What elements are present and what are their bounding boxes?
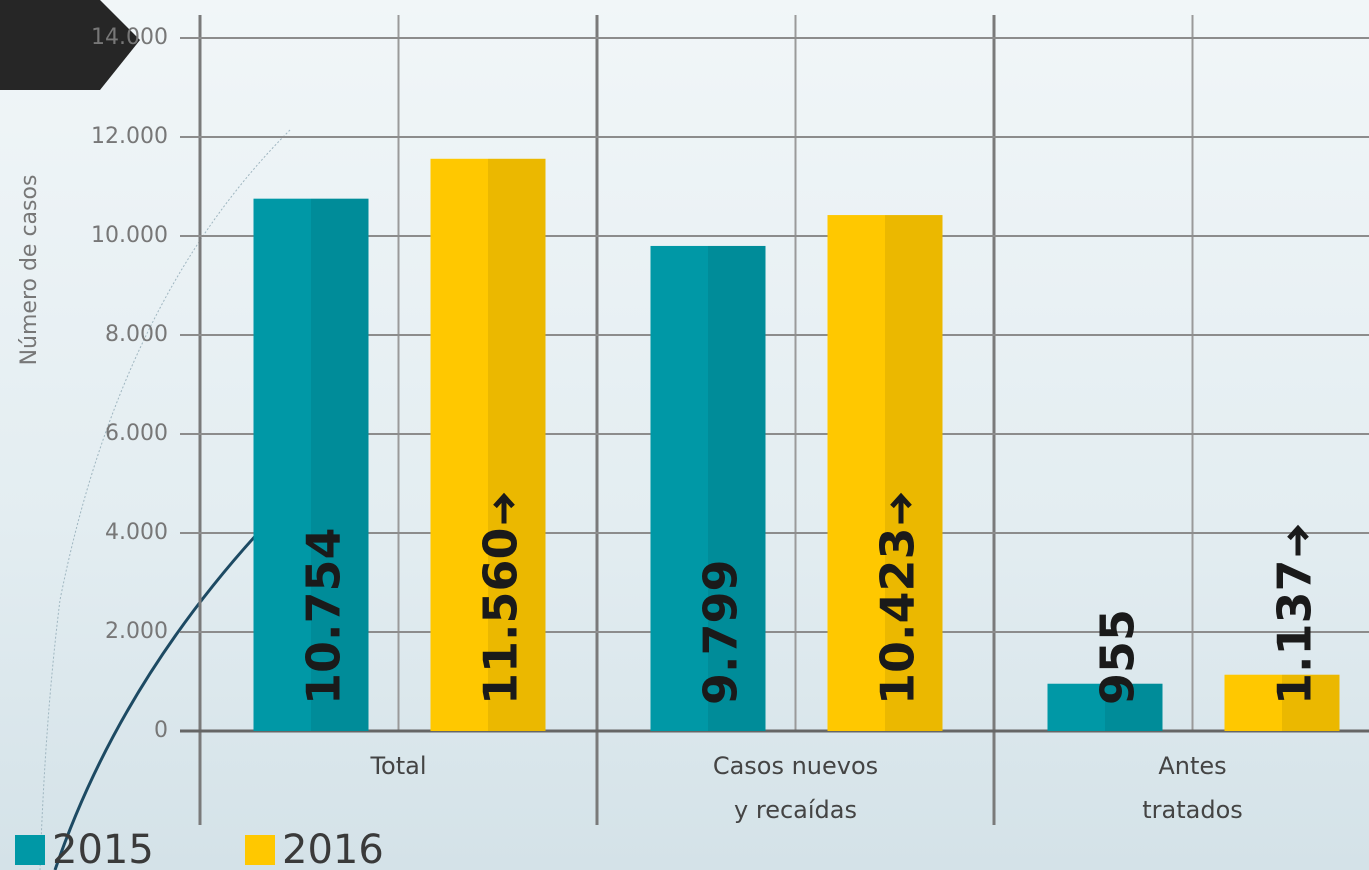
value-label: 955	[1091, 609, 1145, 705]
value-label: 10.754	[297, 527, 351, 705]
bar	[253, 198, 369, 731]
y-tick-label: 4.000	[105, 520, 168, 545]
bar-shade	[708, 245, 766, 731]
legend-swatch	[245, 835, 275, 865]
bar	[1224, 674, 1340, 731]
increase-arrow	[890, 492, 912, 524]
bar	[827, 215, 943, 731]
value-label: 9.799	[694, 559, 748, 705]
legend-label: 2016	[282, 827, 384, 870]
bar-shade	[311, 198, 369, 731]
y-tick-label: 14.000	[91, 25, 168, 50]
y-axis-label: Número de casos	[17, 175, 42, 366]
bar-shade	[885, 215, 943, 731]
bar-shade	[1105, 683, 1163, 731]
legend-swatch	[15, 835, 45, 865]
value-label: 10.423	[871, 527, 925, 705]
x-tick-label: Total	[370, 752, 427, 780]
increase-arrow	[1287, 524, 1309, 556]
x-tick-label: Antes tratados	[1142, 752, 1243, 824]
y-tick-label: 0	[154, 718, 168, 743]
value-label: 11.560	[474, 527, 528, 705]
corner-decoration	[0, 0, 140, 90]
bar	[430, 158, 546, 731]
bar	[650, 245, 766, 731]
increase-arrow	[493, 492, 515, 524]
y-tick-label: 10.000	[91, 223, 168, 248]
curve-decoration	[39, 129, 291, 870]
y-tick-label: 6.000	[105, 421, 168, 446]
x-tick-label: Casos nuevos y recaídas	[712, 752, 879, 824]
y-tick-label: 8.000	[105, 322, 168, 347]
value-label: 1.137	[1268, 559, 1322, 705]
bar-shade	[1282, 674, 1340, 731]
curve-decoration	[53, 518, 272, 870]
bar	[1047, 683, 1163, 731]
y-tick-label: 12.000	[91, 124, 168, 149]
bar-shade	[488, 158, 546, 731]
y-tick-label: 2.000	[105, 619, 168, 644]
legend-label: 2015	[52, 827, 154, 870]
